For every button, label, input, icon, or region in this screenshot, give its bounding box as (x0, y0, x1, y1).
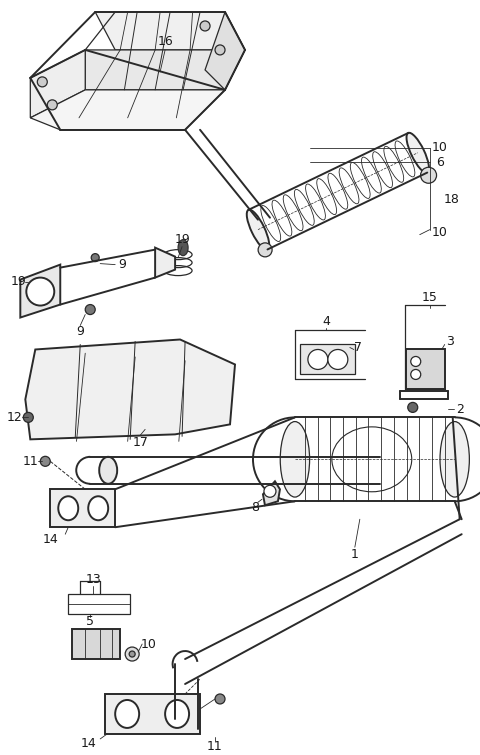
Circle shape (411, 356, 421, 366)
Circle shape (129, 651, 135, 657)
Polygon shape (30, 50, 85, 118)
Circle shape (215, 45, 225, 55)
Text: 6: 6 (436, 156, 444, 169)
Text: 5: 5 (86, 615, 94, 627)
Ellipse shape (88, 496, 108, 520)
Circle shape (125, 647, 139, 661)
Polygon shape (105, 694, 200, 734)
Text: 15: 15 (422, 291, 438, 304)
Text: 3: 3 (446, 335, 454, 348)
Polygon shape (300, 344, 355, 374)
Ellipse shape (165, 700, 189, 728)
Circle shape (264, 485, 276, 498)
Text: 17: 17 (132, 436, 148, 449)
Polygon shape (406, 350, 444, 390)
Text: 16: 16 (157, 35, 173, 48)
Text: 9: 9 (118, 258, 126, 271)
Circle shape (408, 402, 418, 412)
Polygon shape (50, 489, 115, 527)
Ellipse shape (247, 210, 269, 250)
Text: 14: 14 (80, 738, 96, 750)
Text: 13: 13 (85, 572, 101, 586)
Text: 4: 4 (322, 315, 330, 328)
Polygon shape (205, 12, 245, 90)
Polygon shape (20, 264, 60, 318)
Polygon shape (30, 90, 225, 130)
Text: 1: 1 (351, 547, 359, 561)
Circle shape (48, 100, 57, 109)
Ellipse shape (420, 168, 436, 183)
Circle shape (40, 456, 50, 467)
Circle shape (24, 412, 33, 422)
Text: 9: 9 (76, 325, 84, 338)
Text: 19: 19 (174, 233, 190, 246)
Text: 19: 19 (11, 275, 26, 288)
Circle shape (215, 694, 225, 704)
Polygon shape (263, 481, 280, 505)
Polygon shape (155, 248, 175, 278)
Text: 8: 8 (251, 501, 259, 513)
Ellipse shape (99, 457, 117, 484)
Polygon shape (72, 629, 120, 659)
Circle shape (85, 304, 95, 315)
Ellipse shape (280, 421, 310, 497)
Text: 10: 10 (432, 141, 448, 154)
Circle shape (200, 21, 210, 31)
Text: 14: 14 (42, 533, 58, 546)
Ellipse shape (115, 700, 139, 728)
Ellipse shape (258, 243, 272, 257)
Circle shape (411, 369, 421, 380)
Polygon shape (85, 50, 245, 90)
Circle shape (37, 77, 48, 87)
Text: 2: 2 (456, 403, 464, 416)
Text: 11: 11 (207, 741, 223, 753)
Circle shape (26, 278, 54, 306)
Text: 10: 10 (432, 226, 448, 239)
Text: 11: 11 (23, 455, 38, 468)
Ellipse shape (407, 133, 429, 173)
Polygon shape (25, 340, 235, 439)
Ellipse shape (440, 421, 469, 497)
Circle shape (308, 350, 328, 369)
Text: 12: 12 (6, 411, 22, 424)
Text: 7: 7 (354, 341, 362, 354)
Ellipse shape (58, 496, 78, 520)
Polygon shape (95, 12, 245, 50)
Text: 10: 10 (140, 637, 156, 651)
Circle shape (328, 350, 348, 369)
Circle shape (91, 254, 99, 262)
Text: 18: 18 (444, 193, 460, 206)
Ellipse shape (178, 239, 188, 256)
